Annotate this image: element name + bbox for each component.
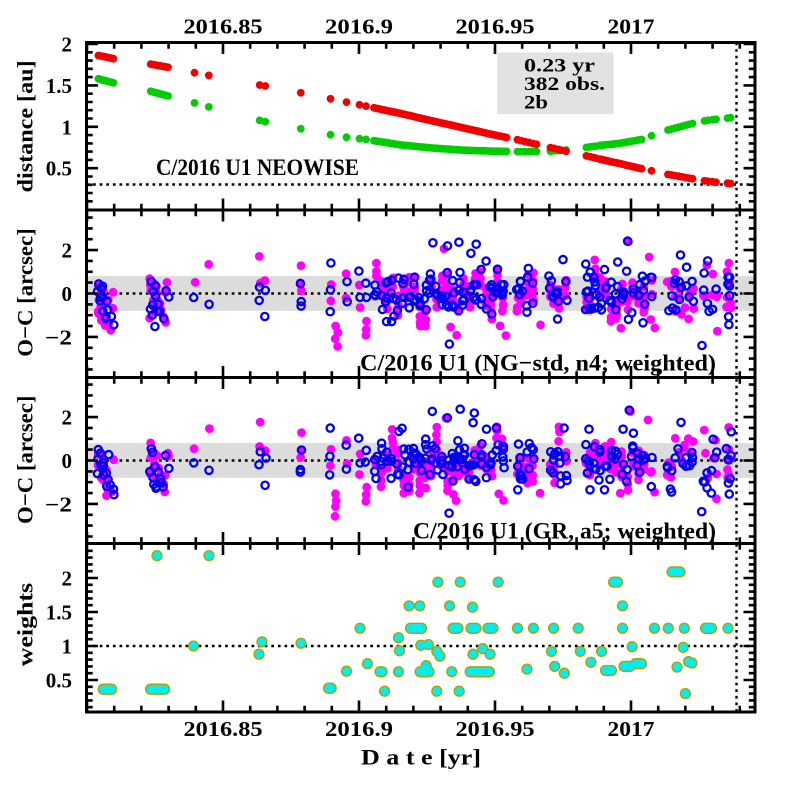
svg-text:1: 1 — [62, 115, 73, 139]
svg-text:382 obs.: 382 obs. — [524, 75, 605, 95]
svg-text:1: 1 — [62, 635, 73, 659]
svg-text:−2: −2 — [45, 492, 72, 516]
svg-text:0: 0 — [62, 282, 73, 306]
svg-text:2b: 2b — [524, 94, 548, 114]
svg-text:1.5: 1.5 — [46, 601, 72, 625]
svg-text:0.5: 0.5 — [46, 157, 72, 181]
svg-text:2016.85: 2016.85 — [184, 15, 263, 39]
svg-text:O−C [arcsec]: O−C [arcsec] — [13, 228, 38, 357]
svg-text:2016.95: 2016.95 — [456, 15, 535, 39]
svg-text:D a t e [yr]: D a t e [yr] — [361, 745, 481, 770]
svg-text:2017: 2017 — [608, 717, 655, 741]
svg-text:2017: 2017 — [608, 15, 655, 39]
svg-text:C/2016 U1 (GR, a5; weighted): C/2016 U1 (GR, a5; weighted) — [413, 519, 716, 545]
svg-text:2016.9: 2016.9 — [325, 15, 393, 39]
svg-text:0.5: 0.5 — [46, 669, 72, 693]
svg-text:0.23 yr: 0.23 yr — [524, 57, 595, 77]
svg-text:2: 2 — [62, 567, 73, 591]
svg-text:0: 0 — [62, 449, 73, 473]
svg-text:2016.9: 2016.9 — [325, 717, 393, 741]
svg-text:1.5: 1.5 — [46, 74, 72, 98]
svg-text:C/2016 U1 NEOWISE: C/2016 U1 NEOWISE — [156, 155, 359, 181]
svg-text:2: 2 — [62, 406, 73, 430]
svg-text:2: 2 — [62, 239, 73, 263]
svg-text:2016.95: 2016.95 — [456, 717, 535, 741]
svg-text:C/2016 U1 (NG−std, n4; weighte: C/2016 U1 (NG−std, n4; weighted) — [360, 351, 716, 377]
svg-text:distance [au]: distance [au] — [13, 60, 38, 192]
svg-text:2: 2 — [62, 33, 73, 57]
svg-text:−2: −2 — [45, 325, 72, 349]
svg-text:O−C [arcsec]: O−C [arcsec] — [13, 396, 38, 525]
svg-text:weights: weights — [13, 582, 38, 666]
svg-text:2016.85: 2016.85 — [184, 717, 263, 741]
